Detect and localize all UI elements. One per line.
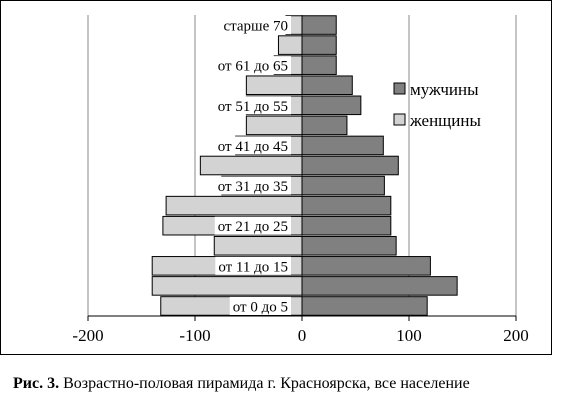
bar-men-4 [301,215,392,236]
bar-men-10 [301,95,362,116]
category-label-bg-0 [229,296,291,315]
category-label-4: от 21 до 25 [218,219,288,235]
bar-men-2 [301,256,431,276]
bar-men-8 [301,135,384,156]
bar-men-13 [301,35,337,55]
legend-swatch-0 [393,82,406,95]
legend-swatch-1 [393,113,406,126]
category-label-bg-6 [214,176,291,195]
bar-men-7 [301,155,399,176]
bar-men-6 [301,175,385,196]
category-label-2: от 11 до 15 [218,259,288,275]
x-tick-label-2: 0 [298,326,307,345]
bar-women-1 [151,276,303,296]
bar-men-5 [301,195,392,216]
bar-men-11 [301,75,353,96]
legend-label-1: женщины [409,111,481,130]
category-label-bg-10 [214,96,291,115]
category-labels: от 0 до 5 от 11 до 15 от 21 до 25 от 31 до … [214,16,291,315]
chart-svg: от 0 до 5 от 11 до 15 от 21 до 25 от 31 до … [0,0,552,355]
category-label-10: от 51 до 55 [218,99,288,115]
category-label-12: от 61 до 65 [218,59,288,75]
bar-men-12 [301,55,337,75]
bar-men-14 [301,15,337,35]
bar-women-3 [213,235,303,256]
bar-women-7 [199,155,303,176]
category-label-bg-14 [220,16,291,35]
bar-men-0 [301,296,428,316]
legend: мужчины женщины [393,80,481,130]
x-tick-label-4: 200 [503,326,529,345]
bar-women-5 [165,195,303,216]
x-axis: -200 -100 0 100 200 [72,315,529,345]
category-label-bg-12 [214,56,291,75]
category-label-bg-2 [215,256,291,275]
category-label-0: от 0 до 5 [233,299,288,315]
x-tick-label-1: -100 [179,326,210,345]
category-label-6: от 31 до 35 [218,179,288,195]
bar-women-11 [245,75,303,96]
category-label-14: старше 70 [223,19,288,35]
population-pyramid-chart: от 0 до 5 от 11 до 15 от 21 до 25 от 31 до … [0,0,552,355]
category-label-8: от 41 до 45 [218,139,288,155]
figure-caption: Рис. 3. Возрастно-половая пирамида г. Кр… [13,374,583,394]
bar-men-9 [301,115,348,136]
category-label-bg-8 [214,136,291,155]
bar-men-1 [301,276,458,296]
x-tick-label-3: 100 [396,326,422,345]
bar-men-3 [301,235,397,256]
bar-women-13 [277,35,303,55]
caption-label: Рис. 3. [13,375,60,392]
bar-women-9 [245,115,303,136]
x-tick-label-0: -200 [72,326,103,345]
caption-text: Возрастно-половая пирамида г. Красноярск… [59,375,470,392]
legend-label-0: мужчины [410,80,479,99]
category-label-bg-4 [214,216,291,235]
